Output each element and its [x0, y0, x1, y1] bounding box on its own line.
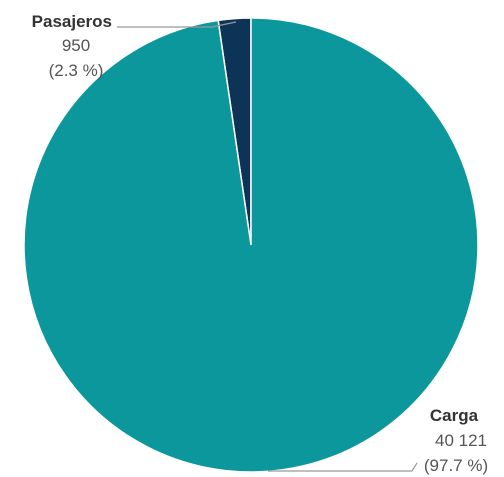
pie-slice-carga	[23, 17, 479, 473]
leader-line-carga	[268, 462, 418, 472]
slice-value-pasajeros: 950	[62, 36, 90, 55]
leader-line-pasajeros	[117, 21, 237, 28]
pie-slices	[23, 17, 479, 473]
slice-percent-pasajeros: (2.3 %)	[49, 61, 104, 80]
slice-label-carga: Carga	[430, 406, 479, 425]
slice-percent-carga: (97.7 %)	[424, 456, 488, 475]
slice-label-pasajeros: Pasajeros	[32, 12, 112, 31]
slice-value-carga: 40 121	[435, 431, 487, 450]
